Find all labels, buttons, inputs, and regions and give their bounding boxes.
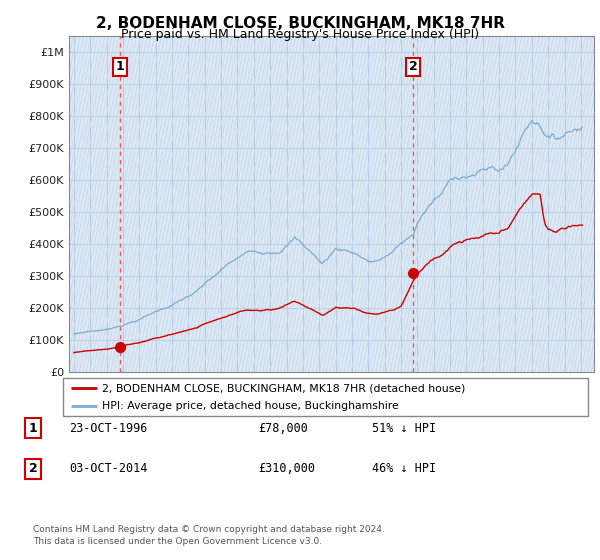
Text: 1: 1	[29, 422, 37, 435]
Text: HPI: Average price, detached house, Buckinghamshire: HPI: Average price, detached house, Buck…	[103, 401, 399, 411]
Text: 2: 2	[409, 60, 418, 73]
Text: Price paid vs. HM Land Registry's House Price Index (HPI): Price paid vs. HM Land Registry's House …	[121, 28, 479, 41]
Text: 2, BODENHAM CLOSE, BUCKINGHAM, MK18 7HR (detached house): 2, BODENHAM CLOSE, BUCKINGHAM, MK18 7HR …	[103, 383, 466, 393]
Text: 2, BODENHAM CLOSE, BUCKINGHAM, MK18 7HR: 2, BODENHAM CLOSE, BUCKINGHAM, MK18 7HR	[95, 16, 505, 31]
Text: Contains HM Land Registry data © Crown copyright and database right 2024.
This d: Contains HM Land Registry data © Crown c…	[33, 525, 385, 546]
FancyBboxPatch shape	[63, 378, 588, 416]
Text: 51% ↓ HPI: 51% ↓ HPI	[372, 422, 436, 435]
Text: 46% ↓ HPI: 46% ↓ HPI	[372, 462, 436, 475]
Text: 23-OCT-1996: 23-OCT-1996	[69, 422, 148, 435]
Text: 2: 2	[29, 462, 37, 475]
Text: £310,000: £310,000	[258, 462, 315, 475]
Text: 1: 1	[115, 60, 124, 73]
Text: 03-OCT-2014: 03-OCT-2014	[69, 462, 148, 475]
Text: £78,000: £78,000	[258, 422, 308, 435]
